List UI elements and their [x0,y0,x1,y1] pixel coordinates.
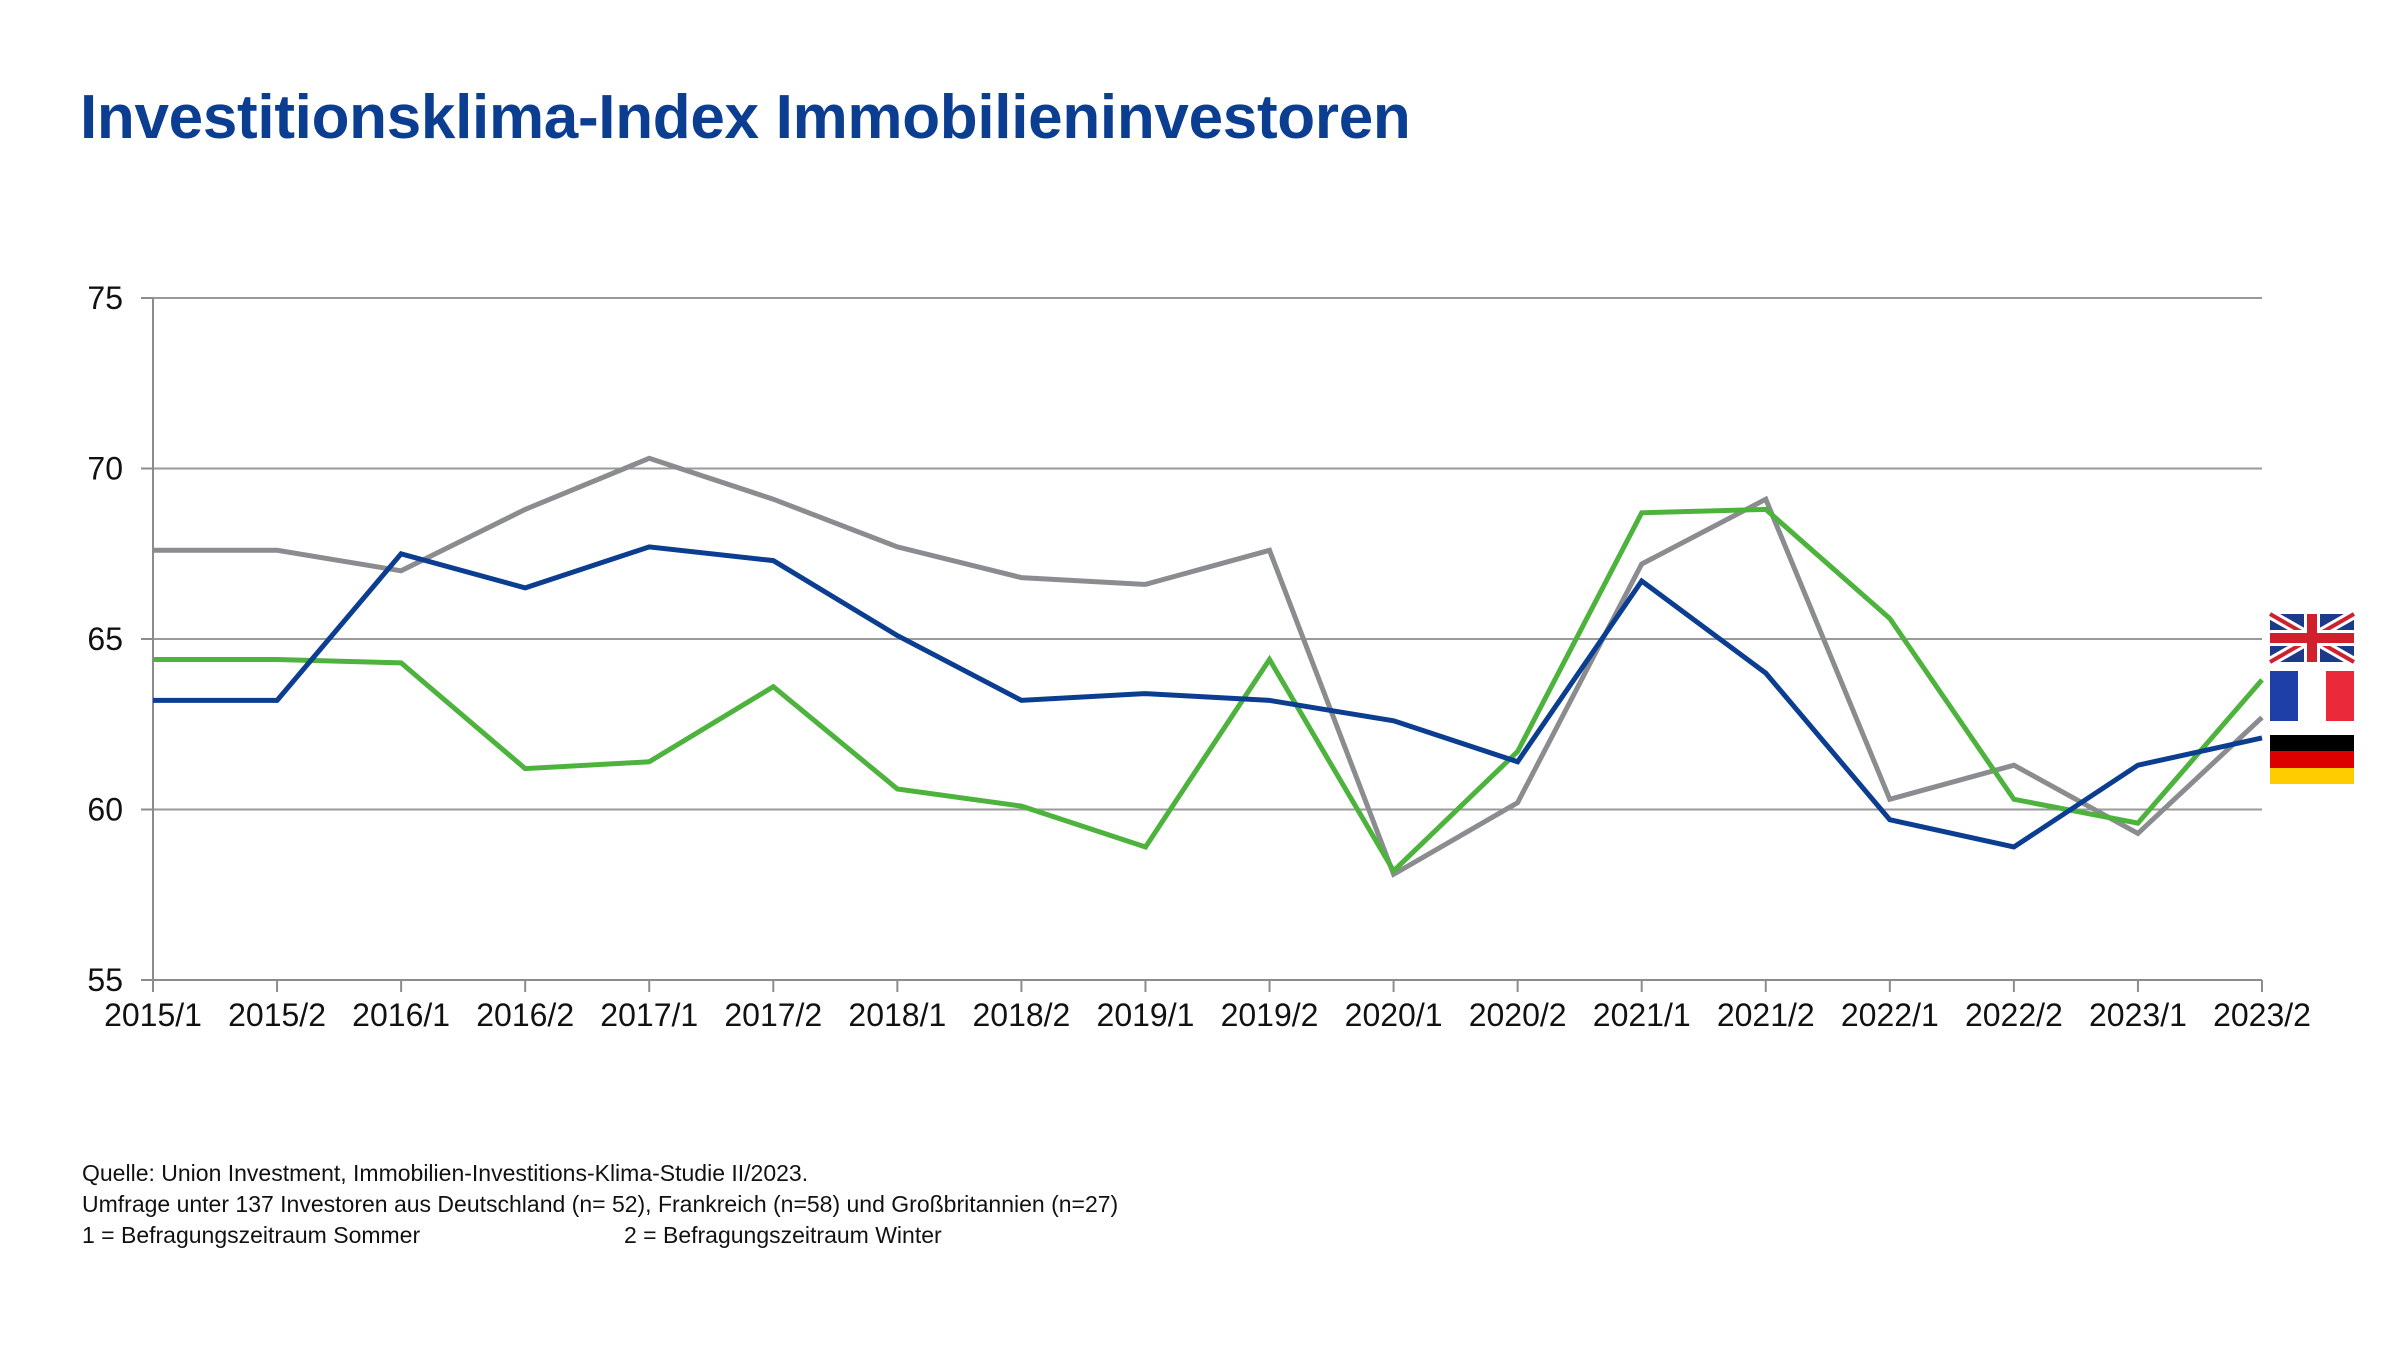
series-line-germany [153,544,2263,850]
x-tick-label: 2019/2 [1221,997,1319,1033]
chart-axes [141,297,2263,992]
period-notes: 1 = Befragungszeitraum Sommer 2 = Befrag… [82,1220,1118,1251]
y-tick-label: 65 [87,621,123,657]
x-tick-label: 2020/1 [1345,997,1443,1033]
x-tick-label: 2022/1 [1841,997,1939,1033]
survey-note: Umfrage unter 137 Investoren aus Deutsch… [82,1191,1119,1217]
x-tick-label: 2018/2 [972,997,1070,1033]
x-tick-label: 2023/1 [2089,997,2187,1033]
y-tick-label: 75 [87,280,123,316]
x-tick-label: 2015/2 [228,997,326,1033]
x-tick-label: 2021/2 [1717,997,1815,1033]
x-tick-label: 2016/2 [476,997,574,1033]
x-tick-label: 2018/1 [848,997,946,1033]
source-note: Quelle: Union Investment, Immobilien-Inv… [82,1160,809,1186]
x-tick-label: 2015/1 [104,997,202,1033]
x-tick-label: 2016/1 [352,997,450,1033]
y-tick-label: 60 [87,792,123,828]
france-flag-icon [2270,671,2354,721]
uk-flag-icon [2267,609,2357,667]
series-line-united-kingdom [153,455,2264,878]
summer-note: 1 = Befragungszeitraum Sommer [82,1222,421,1248]
germany-flag-icon [2270,735,2354,784]
y-axis-ticks: 55 60 65 70 75 [87,280,123,998]
x-tick-label: 2017/2 [724,997,822,1033]
y-tick-label: 70 [87,451,123,487]
chart-series [153,455,2264,878]
y-tick-label: 55 [87,962,123,998]
page-title: Investitionsklima-Index Immobilieninvest… [80,83,1411,152]
x-tick-label: 2023/2 [2213,997,2311,1033]
x-tick-label: 2020/2 [1469,997,1567,1033]
x-tick-label: 2021/1 [1593,997,1691,1033]
series-line-france [153,506,2264,875]
x-tick-label: 2017/1 [600,997,698,1033]
x-axis-ticks: 2015/1 2015/2 2016/1 2016/2 2017/1 2017/2 2018… [104,997,2311,1033]
x-tick-label: 2022/2 [1965,997,2063,1033]
chart-grid [153,297,2262,811]
chart-footer: Quelle: Union Investment, Immobilien-Inv… [82,1158,1118,1251]
winter-note: 2 = Befragungszeitraum Winter [624,1222,942,1248]
x-tick-label: 2019/1 [1097,997,1195,1033]
flag-legend [2267,609,2357,784]
